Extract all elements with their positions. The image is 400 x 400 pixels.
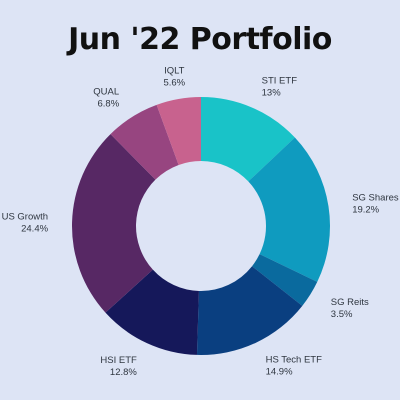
label-name-sg-shares: SG Shares	[352, 193, 399, 204]
label-value-hsi-etf: 12.8%	[110, 367, 137, 378]
slice-qual	[110, 104, 179, 180]
label-sti-etf: STI ETF 13%	[262, 76, 298, 99]
label-qual: QUAL 6.8%	[93, 87, 119, 110]
label-value-sg-shares: 19.2%	[352, 205, 379, 216]
slice-iqlt	[156, 97, 201, 165]
label-hs-tech-etf: HS Tech ETF 14.9%	[266, 355, 323, 378]
label-name-qual: QUAL	[93, 87, 119, 98]
chart-title: Jun '22 Portfolio	[68, 22, 332, 57]
slice-sg-shares	[248, 137, 330, 282]
label-name-sti-etf: STI ETF	[262, 76, 298, 87]
slice-hs-tech-etf	[196, 266, 303, 355]
slice-sti-etf	[201, 97, 295, 182]
label-name-hs-tech-etf: HS Tech ETF	[266, 355, 323, 366]
slice-hsi-etf	[105, 269, 199, 355]
slices-group	[72, 97, 330, 355]
label-value-us-growth: 24.4%	[21, 224, 48, 235]
label-name-sg-reits: SG Reits	[331, 297, 369, 308]
slice-us-growth	[72, 134, 156, 313]
label-us-growth: US Growth 24.4%	[2, 212, 49, 235]
label-value-hs-tech-etf: 14.9%	[266, 367, 293, 378]
label-iqlt: IQLT 5.6%	[163, 65, 185, 88]
labels-group: STI ETF 13% SG Shares 19.2% SG Reits 3.5% HS T…	[2, 65, 399, 378]
label-name-iqlt: IQLT	[164, 65, 185, 76]
label-value-qual: 6.8%	[98, 99, 120, 110]
label-value-sti-etf: 13%	[262, 88, 282, 99]
label-value-iqlt: 5.6%	[163, 77, 185, 88]
label-hsi-etf: HSI ETF 12.8%	[100, 355, 137, 378]
label-name-hsi-etf: HSI ETF	[100, 355, 137, 366]
label-value-sg-reits: 3.5%	[331, 309, 353, 320]
label-name-us-growth: US Growth	[2, 212, 48, 223]
label-sg-reits: SG Reits 3.5%	[331, 297, 369, 320]
slice-sg-reits	[252, 254, 318, 306]
label-sg-shares: SG Shares 19.2%	[352, 193, 399, 216]
